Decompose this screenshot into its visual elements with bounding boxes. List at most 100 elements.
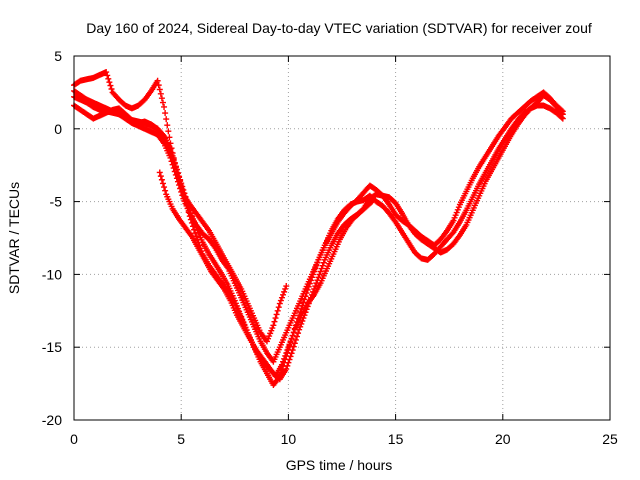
y-tick-label: 5 [54, 48, 62, 64]
data-point [287, 338, 294, 345]
data-point [290, 343, 297, 350]
data-point [106, 79, 113, 86]
data-point [272, 315, 279, 322]
data-point [286, 341, 293, 348]
data-point [155, 82, 162, 89]
data-point [168, 158, 175, 165]
data-point [281, 288, 288, 295]
data-point [157, 173, 164, 180]
y-tick-label: -15 [42, 339, 62, 355]
data-point [103, 69, 110, 76]
data-point [191, 226, 198, 233]
y-axis-label: SDTVAR / TECUs [6, 182, 22, 294]
data-point [157, 90, 164, 97]
x-tick-label: 15 [388, 431, 404, 447]
data-point [192, 230, 199, 237]
data-point [162, 110, 169, 117]
data-point [171, 168, 178, 175]
data-point [104, 72, 111, 79]
data-point [277, 297, 284, 304]
data-point [280, 291, 287, 298]
data-point [288, 335, 295, 342]
data-point [317, 268, 324, 275]
data-point [288, 350, 295, 357]
data-point [369, 198, 376, 205]
data-point [558, 107, 565, 114]
data-point [159, 99, 166, 106]
data-point [156, 169, 163, 176]
data-point [154, 77, 161, 84]
x-axis-label: GPS time / hours [286, 457, 393, 473]
x-tick-label: 5 [177, 431, 185, 447]
y-tick-label: 0 [54, 121, 62, 137]
data-point [176, 182, 183, 189]
data-point [271, 318, 278, 325]
data-point [285, 344, 292, 351]
data-point [167, 154, 174, 161]
data-point [164, 122, 171, 129]
series-track-d [71, 87, 566, 365]
data-point [284, 347, 291, 354]
data-point [159, 131, 166, 138]
data-point [285, 359, 292, 366]
series-track-e [156, 169, 376, 380]
data-point [161, 184, 168, 191]
data-point [161, 103, 168, 110]
data-point [282, 285, 289, 292]
data-point [172, 171, 179, 178]
data-point [301, 296, 308, 303]
plot-frame [73, 55, 611, 421]
data-point [282, 352, 289, 359]
grid-lines [74, 56, 610, 420]
data-point [299, 317, 306, 324]
data-point [107, 82, 114, 89]
data-point [292, 336, 299, 343]
data-point [278, 361, 285, 368]
data-point [169, 161, 176, 168]
data-points [71, 69, 566, 389]
axis-ticks: 0 5 10 15 20 25 -20 -15 -10 -5 0 5 [42, 48, 618, 447]
data-point [177, 185, 184, 192]
data-point [320, 259, 327, 266]
data-point [158, 176, 165, 183]
data-point [270, 322, 277, 329]
x-tick-label: 0 [70, 431, 78, 447]
data-point [278, 294, 285, 301]
data-point [367, 199, 374, 206]
data-point [275, 304, 282, 311]
data-point [289, 332, 296, 339]
data-point [167, 146, 174, 153]
data-point [158, 95, 165, 102]
data-point [108, 86, 115, 93]
data-point [559, 108, 566, 115]
data-point [105, 75, 112, 82]
x-tick-label: 20 [495, 431, 511, 447]
data-point [179, 192, 186, 199]
data-point [174, 178, 181, 185]
data-point [170, 165, 177, 172]
data-point [283, 350, 290, 357]
data-point [280, 358, 287, 365]
data-point [300, 299, 307, 306]
data-point [166, 134, 173, 141]
data-point [281, 355, 288, 362]
data-point [283, 366, 290, 373]
data-point [291, 340, 298, 347]
data-point [274, 307, 281, 314]
data-point [284, 362, 291, 369]
data-point [316, 271, 323, 278]
data-point [156, 86, 163, 93]
data-point [315, 274, 322, 281]
x-tick-label: 25 [602, 431, 618, 447]
data-point [159, 180, 166, 187]
chart-title: Day 160 of 2024, Sidereal Day-to-day VTE… [86, 20, 592, 36]
data-point [298, 320, 305, 327]
data-point [293, 333, 300, 340]
data-point [318, 265, 325, 272]
y-tick-label: -20 [42, 412, 62, 428]
data-point [276, 300, 283, 307]
y-tick-label: -5 [50, 194, 63, 210]
data-point [163, 116, 170, 123]
